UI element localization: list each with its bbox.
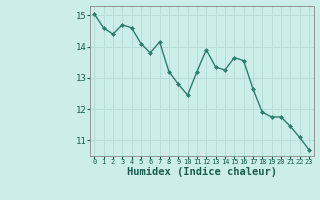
X-axis label: Humidex (Indice chaleur): Humidex (Indice chaleur) xyxy=(127,167,276,177)
